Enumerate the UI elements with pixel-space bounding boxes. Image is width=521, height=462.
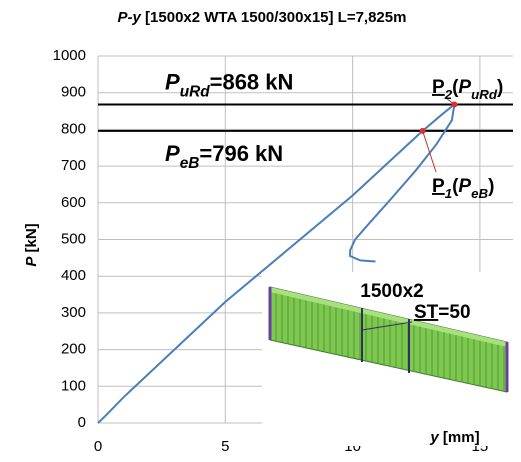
y-tick-label: 200 bbox=[61, 341, 86, 358]
text-part: 1 bbox=[445, 186, 452, 201]
chart: 01002003004005006007008009001000051015 P… bbox=[0, 0, 521, 462]
text-part: P-y bbox=[118, 9, 142, 26]
chart-title: P-y [1500x2 WTA 1500/300x15] L=7,825m bbox=[118, 9, 407, 26]
text-part: uRd bbox=[471, 87, 498, 102]
text-part: P bbox=[165, 69, 180, 94]
inset-label: ST=50 bbox=[414, 302, 471, 323]
inset: 1500x2 ST=50 bbox=[262, 272, 521, 446]
text-part: =50 bbox=[438, 302, 470, 323]
text-part: ) bbox=[488, 176, 494, 197]
x-tick-label: 5 bbox=[221, 438, 229, 455]
y-tick-label: 900 bbox=[61, 84, 86, 101]
y-tick-label: 100 bbox=[61, 377, 86, 394]
x-axis-label: y [mm] bbox=[429, 429, 479, 446]
y-tick-label: 500 bbox=[61, 230, 86, 247]
text-part: P bbox=[458, 176, 471, 197]
y-axis-label: P [kN] bbox=[23, 223, 40, 266]
y-tick-label: 300 bbox=[61, 304, 86, 321]
text-part: =868 kN bbox=[210, 69, 294, 94]
y-tick-label: 0 bbox=[78, 414, 86, 431]
text-part: ) bbox=[497, 77, 503, 98]
text-part: P bbox=[458, 77, 471, 98]
y-tick-label: 600 bbox=[61, 194, 86, 211]
text-part: [1500x2 WTA 1500/300x15] L=7,825m bbox=[141, 9, 407, 26]
y-tick-label: 800 bbox=[61, 120, 86, 137]
text-part: eB bbox=[180, 154, 200, 171]
text-part: [mm] bbox=[439, 429, 480, 446]
y-tick-label: 400 bbox=[61, 267, 86, 284]
text-part: =796 kN bbox=[199, 141, 283, 166]
text-part: uRd bbox=[180, 83, 211, 100]
y-tick-label: 1000 bbox=[53, 47, 86, 64]
text-part: eB bbox=[471, 186, 488, 201]
text-part: ST bbox=[414, 302, 439, 323]
text-part: P bbox=[432, 77, 445, 98]
text-part: P bbox=[165, 141, 180, 166]
text-part: [kN] bbox=[23, 223, 40, 256]
x-tick-label: 0 bbox=[94, 438, 102, 455]
text-part: P bbox=[432, 176, 445, 197]
y-tick-label: 700 bbox=[61, 157, 86, 174]
inset-title: 1500x2 bbox=[360, 281, 423, 302]
